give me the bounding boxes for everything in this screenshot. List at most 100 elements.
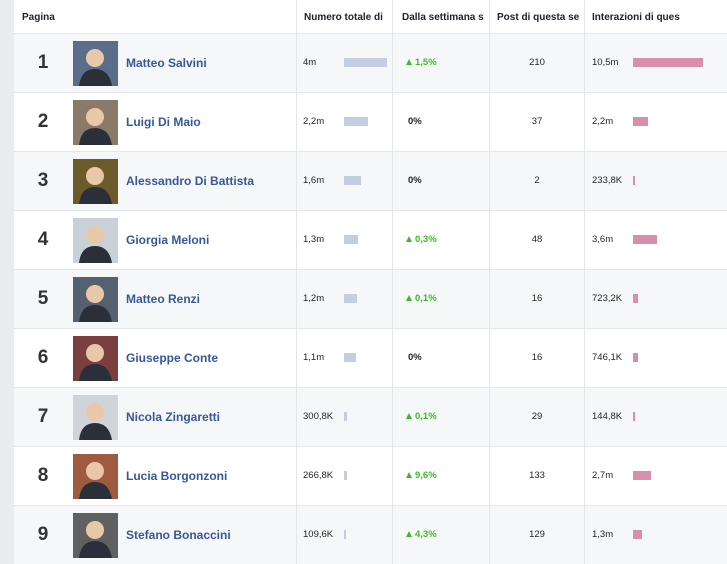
up-arrow (406, 413, 412, 419)
weekly-change: 0,1% (415, 411, 437, 422)
interactions-count: 3,6m (592, 234, 614, 245)
weekly-change: 9,6% (415, 470, 437, 481)
interactions-count: 233,8K (592, 175, 623, 186)
pages-table: Pagina Numero totale di Dalla settimana s P… (14, 0, 727, 564)
page-name: Giorgia Meloni (126, 233, 210, 247)
posts-count: 48 (531, 234, 543, 245)
avatar (73, 513, 118, 558)
avatar-silhouette (79, 226, 112, 263)
column-divider (296, 0, 297, 564)
table-row: 5 Matteo Renzi 1,2m 0,1% 16 723,2K (14, 269, 727, 328)
rank: 1 (37, 52, 49, 73)
table-row: 1 Matteo Salvini 4m 1,5% 210 10,5m (14, 33, 727, 92)
column-header: Post di questa se (497, 12, 580, 23)
avatar-silhouette (79, 462, 112, 499)
fans-count: 2,2m (303, 116, 325, 127)
fans-bar (344, 530, 346, 539)
weekly-change: 0% (408, 175, 422, 186)
posts-count: 2 (534, 175, 540, 186)
avatar (73, 277, 118, 322)
column-header: Interazioni di questa set (592, 12, 680, 23)
fans-bar (344, 58, 387, 67)
fans-bar (344, 471, 347, 480)
posts-count: 129 (529, 529, 545, 540)
up-arrow (406, 59, 412, 65)
interactions-bar (633, 58, 703, 67)
interactions-bar (633, 530, 642, 539)
avatar (73, 336, 118, 381)
fans-count: 1,2m (303, 293, 325, 304)
avatar (73, 100, 118, 145)
rank: 9 (37, 524, 49, 545)
page-name: Giuseppe Conte (126, 351, 219, 365)
interactions-count: 144,8K (592, 411, 623, 422)
fans-bar (344, 294, 357, 303)
column-header: Numero totale di (304, 12, 383, 23)
up-arrow (406, 531, 412, 537)
interactions-bar (633, 412, 635, 421)
interactions-bar (633, 176, 635, 185)
avatar (73, 41, 118, 86)
table-row: 9 Stefano Bonaccini 109,6K 4,3% 129 1,3m (14, 505, 727, 564)
avatar (73, 395, 118, 440)
weekly-change: 4,3% (415, 529, 437, 540)
column-header: Pagina (22, 12, 55, 23)
up-arrow (406, 472, 412, 478)
fans-bar (344, 176, 362, 185)
interactions-bar (633, 353, 638, 362)
avatar-silhouette (79, 344, 112, 381)
page-name: Luigi Di Maio (126, 115, 201, 129)
avatar-silhouette (79, 403, 112, 440)
table-row: 8 Lucia Borgonzoni 266,8K 9,6% 133 2,7m (14, 446, 727, 505)
rank: 3 (37, 170, 49, 191)
weekly-change: 0% (408, 352, 422, 363)
posts-count: 37 (531, 116, 543, 127)
weekly-change: 0,1% (415, 293, 437, 304)
fans-count: 1,6m (303, 175, 325, 186)
fans-bar (344, 117, 368, 126)
fans-bar (344, 353, 356, 362)
page-name: Alessandro Di Battista (126, 174, 255, 188)
rank: 7 (37, 406, 49, 427)
page-name: Matteo Renzi (126, 292, 201, 306)
posts-count: 29 (531, 411, 543, 422)
column-divider (584, 0, 585, 564)
page-name: Nicola Zingaretti (126, 410, 221, 424)
column-divider (489, 0, 490, 564)
fans-count: 300,8K (303, 411, 334, 422)
table-row: 2 Luigi Di Maio 2,2m 0% 37 2,2m (14, 92, 727, 151)
fans-count: 1,1m (303, 352, 325, 363)
interactions-bar (633, 235, 657, 244)
table-row: 4 Giorgia Meloni 1,3m 0,3% 48 3,6m (14, 210, 727, 269)
posts-count: 210 (529, 57, 545, 68)
avatar-silhouette (79, 285, 112, 322)
interactions-bar (633, 471, 651, 480)
weekly-change: 0,3% (415, 234, 437, 245)
fans-count: 109,6K (303, 529, 334, 540)
interactions-count: 2,7m (592, 470, 614, 481)
column-divider (392, 0, 393, 564)
table-row: 3 Alessandro Di Battista 1,6m 0% 2 233,8K (14, 151, 727, 210)
interactions-count: 10,5m (592, 57, 619, 68)
avatar-silhouette (79, 49, 112, 86)
posts-count: 16 (531, 352, 543, 363)
page-name: Stefano Bonaccini (126, 528, 231, 542)
up-arrow (406, 236, 412, 242)
weekly-change: 0% (408, 116, 422, 127)
fans-count: 266,8K (303, 470, 334, 481)
rank: 5 (37, 288, 49, 309)
avatar (73, 218, 118, 263)
rank: 2 (37, 111, 49, 132)
interactions-bar (633, 117, 648, 126)
rank: 4 (37, 229, 49, 250)
interactions-bar (633, 294, 638, 303)
interactions-count: 723,2K (592, 293, 623, 304)
avatar-silhouette (79, 167, 112, 204)
page-name: Lucia Borgonzoni (126, 469, 228, 483)
fans-count: 4m (303, 57, 317, 68)
interactions-count: 746,1K (592, 352, 623, 363)
page-name: Matteo Salvini (126, 56, 207, 70)
fans-bar (344, 235, 358, 244)
interactions-count: 1,3m (592, 529, 614, 540)
table-row: 7 Nicola Zingaretti 300,8K 0,1% 29 144,8K (14, 387, 727, 446)
